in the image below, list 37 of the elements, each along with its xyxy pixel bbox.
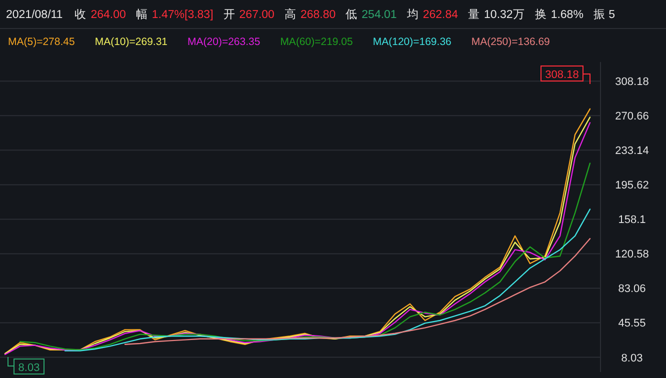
- note: 8.03: [8, 356, 44, 374]
- chart-title: 2021/08/11: [6, 9, 63, 21]
- y-tick-label: 158.1: [618, 214, 646, 226]
- y-tick-label: 195.62: [615, 180, 649, 192]
- text: MA(60)=219.05: [280, 36, 354, 48]
- text: 均: [406, 8, 419, 21]
- y-tick-label: 308.18: [615, 76, 649, 88]
- text: 量: [468, 8, 480, 21]
- annotation: 308.18: [545, 69, 579, 81]
- text: 高: [284, 7, 296, 21]
- note: 308.18: [540, 66, 590, 84]
- y-tick-label: 8.03: [621, 352, 643, 364]
- text: 开: [223, 8, 236, 21]
- annotation: 8.03: [18, 362, 40, 374]
- y-tick-label: 120.58: [615, 248, 649, 261]
- text: MA(250)=136.69: [471, 36, 550, 48]
- text: MA(10)=269.31: [94, 36, 168, 48]
- y-tick-label: 83.06: [618, 283, 646, 296]
- text: 262.84: [422, 9, 459, 21]
- text: 268.80: [300, 9, 336, 21]
- y-tick-label: 233.14: [615, 145, 649, 158]
- y-tick-label: 45.55: [618, 318, 646, 330]
- text: 1.47%[3.83]: [152, 9, 214, 21]
- text: 254.01: [362, 9, 397, 21]
- text: MA(120)=169.36: [372, 36, 452, 48]
- text: 收: [74, 8, 87, 21]
- text: 低: [346, 8, 358, 21]
- text: 振 5: [593, 8, 616, 21]
- y-tick-label: 270.66: [615, 110, 649, 123]
- text: 1.68%: [550, 9, 584, 21]
- text: 幅: [136, 8, 148, 21]
- text: MA(5)=278.45: [8, 36, 75, 48]
- text: 267.00: [239, 9, 274, 21]
- text: 264.00: [90, 9, 126, 21]
- text: 10.32万: [484, 8, 525, 21]
- text: 换: [534, 8, 547, 21]
- text: MA(20)=263.35: [188, 36, 260, 48]
